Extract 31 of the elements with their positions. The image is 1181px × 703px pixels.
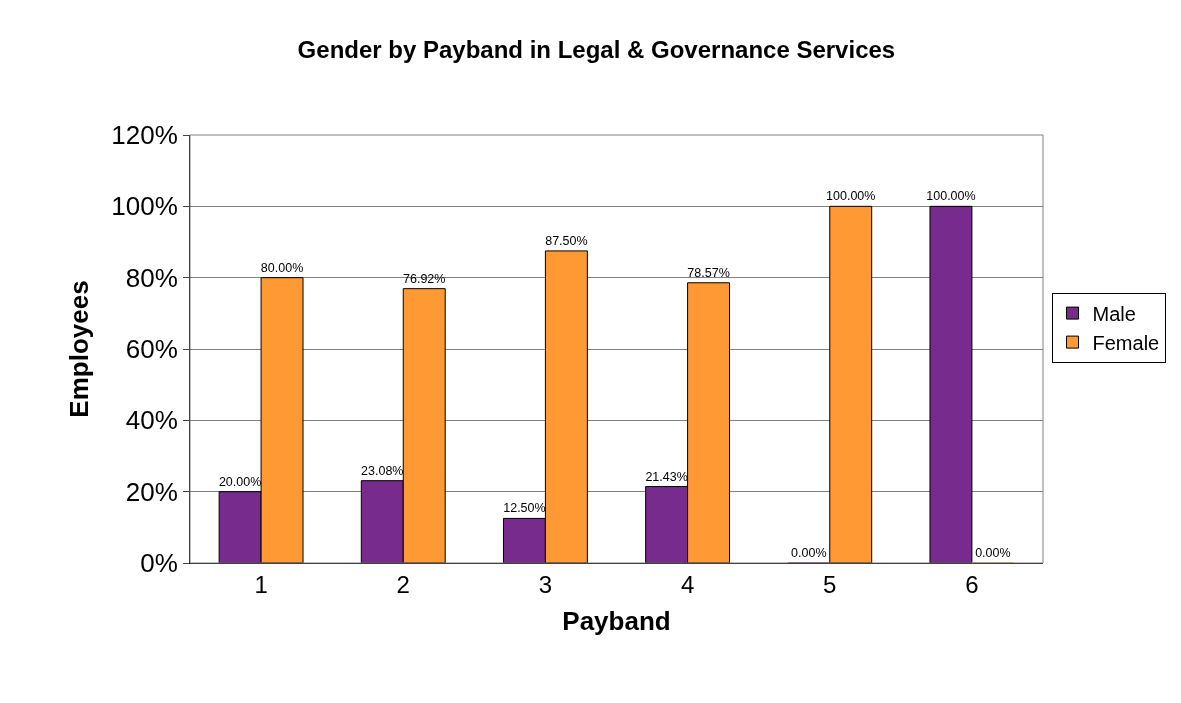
legend-label: Male: [1092, 302, 1136, 325]
x-tick-label: 4: [680, 570, 695, 598]
y-axis-title: Employees: [63, 280, 94, 418]
y-tick-label: 60%: [125, 334, 178, 365]
data-label: 0.00%: [975, 546, 1011, 560]
y-tick-label: 120%: [111, 120, 178, 151]
data-label: 87.50%: [545, 233, 588, 248]
x-tick-label: 6: [965, 570, 979, 598]
y-tick-label: 0%: [140, 548, 178, 579]
data-label: 78.57%: [687, 265, 730, 280]
x-tick-label: 3: [538, 570, 553, 598]
y-tick-label: 20%: [125, 476, 178, 507]
x-tick-label: 5: [823, 570, 837, 598]
bar: [829, 205, 873, 563]
chart-title: Gender by Payband in Legal & Governance Services: [297, 35, 896, 63]
data-label: 100.00%: [826, 189, 876, 204]
data-label: 23.08%: [361, 463, 404, 478]
y-tick-label: 100%: [111, 191, 178, 222]
data-label: 100.00%: [926, 189, 976, 204]
x-tick-label: 2: [396, 570, 410, 598]
bar: [929, 205, 973, 563]
data-label: 76.92%: [403, 271, 446, 286]
x-tick-label: 1: [254, 570, 268, 598]
y-tick-label: 80%: [125, 262, 178, 293]
data-label: 0.00%: [791, 546, 827, 560]
data-label: 80.00%: [260, 260, 304, 275]
x-axis-title: Payband: [562, 606, 671, 637]
data-label: 12.50%: [503, 501, 546, 516]
y-tick-label: 40%: [125, 405, 178, 436]
legend-label: Female: [1092, 331, 1160, 354]
data-label: 20.00%: [218, 474, 262, 489]
